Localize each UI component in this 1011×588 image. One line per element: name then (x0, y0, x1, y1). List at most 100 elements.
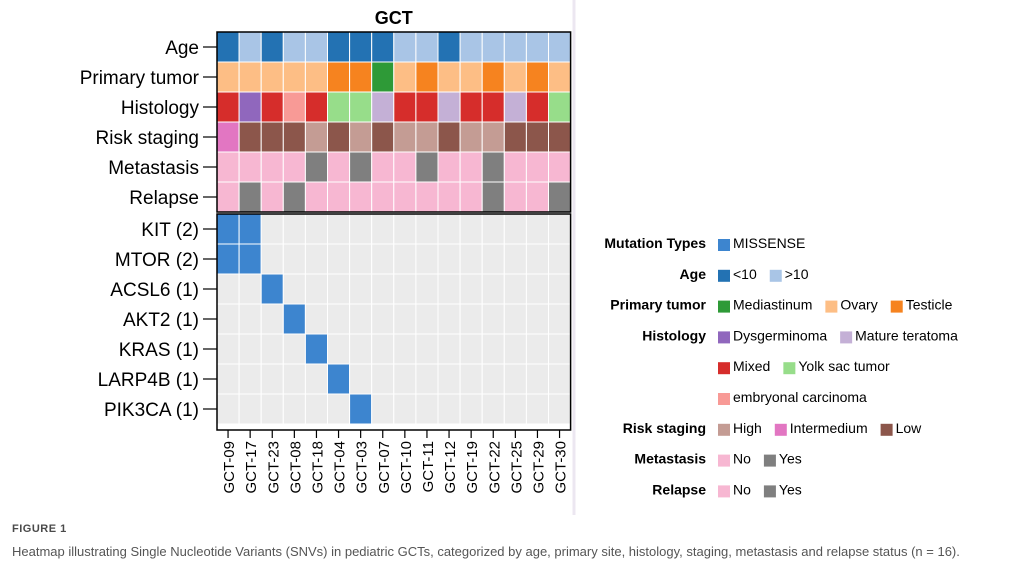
empty-cell-akt2-1-gct-04 (327, 303, 351, 335)
track-label-primary-tumor: Primary tumor (80, 68, 200, 89)
empty-cell-pik3ca-1-gct-22 (481, 393, 505, 425)
legend-label-mutation-types-missense: MISSENSE (733, 235, 805, 251)
annotation-cell-age-gct-19 (459, 31, 483, 63)
empty-cell-acsl6-1-gct-29 (525, 273, 550, 305)
gene-label-pik3ca-1: PIK3CA (1) (104, 400, 199, 421)
empty-cell-acsl6-1-gct-11 (415, 273, 439, 305)
empty-cell-mtor-2-gct-30 (548, 243, 572, 275)
empty-cell-pik3ca-1-gct-29 (525, 393, 550, 425)
chart-title: GCT (375, 8, 413, 28)
legend-swatch-row4-mixed (718, 362, 730, 375)
annotation-cell-metastasis-gct-22 (481, 151, 505, 183)
legend-swatch-metastasis-no (718, 454, 730, 467)
figure-label: FIGURE 1 (12, 523, 67, 535)
legend-label-metastasis-yes: Yes (779, 451, 802, 467)
annotation-cell-age-gct-03 (349, 31, 373, 63)
empty-cell-akt2-1-gct-12 (437, 303, 461, 335)
sample-label-gct-17: GCT-17 (243, 441, 260, 494)
empty-cell-acsl6-1-gct-08 (282, 273, 306, 305)
empty-cell-mtor-2-gct-03 (349, 243, 373, 275)
annotation-cell-relapse-gct-18 (304, 181, 328, 213)
gene-label-larp4b-1: LARP4B (1) (98, 370, 199, 391)
empty-cell-kras-1-gct-22 (481, 333, 505, 365)
annotation-cell-age-gct-18 (304, 31, 328, 63)
sample-label-gct-12: GCT-12 (442, 441, 459, 494)
track-label-risk-staging: Risk staging (96, 128, 200, 149)
empty-cell-kras-1-gct-12 (437, 333, 461, 365)
empty-cell-akt2-1-gct-11 (415, 303, 439, 335)
sample-label-gct-03: GCT-03 (354, 441, 371, 494)
mutation-cell-kras-1-gct-18 (304, 333, 328, 365)
legend-swatch-relapse-no (718, 485, 730, 498)
annotation-cell-histology-gct-22 (481, 91, 505, 123)
legend-swatch-row4-yolk-sac-tumor (783, 362, 796, 375)
annotation-cell-primary-tumor-gct-18 (304, 61, 328, 93)
empty-cell-kit-2-gct-30 (548, 213, 572, 245)
legend-title-metastasis: Metastasis (634, 451, 706, 467)
legend-label-relapse-no: No (733, 481, 751, 497)
empty-cell-akt2-1-gct-19 (459, 303, 483, 335)
mutation-cell-mtor-2-gct-17 (238, 243, 262, 275)
legend-label-risk-staging-intermedium: Intermedium (790, 420, 868, 436)
mutation-cell-acsl6-1-gct-23 (260, 273, 284, 305)
empty-cell-kras-1-gct-11 (415, 333, 439, 365)
empty-cell-acsl6-1-gct-07 (371, 273, 395, 305)
sample-label-gct-25: GCT-25 (508, 441, 525, 494)
empty-cell-kit-2-gct-07 (371, 213, 395, 245)
legend-label-relapse-yes: Yes (779, 481, 802, 497)
empty-cell-akt2-1-gct-22 (481, 303, 505, 335)
empty-cell-mtor-2-gct-22 (481, 243, 505, 275)
annotation-cell-risk-staging-gct-19 (459, 121, 483, 153)
annotation-cell-metastasis-gct-11 (415, 151, 439, 183)
legend-swatch-primary-tumor-testicle (890, 300, 903, 313)
empty-cell-kras-1-gct-23 (260, 333, 284, 365)
empty-cell-kit-2-gct-18 (304, 213, 328, 245)
annotation-cell-metastasis-gct-12 (437, 151, 461, 183)
track-label-relapse: Relapse (129, 188, 199, 209)
legend-swatch-mutation-types-missense (718, 239, 730, 251)
sample-label-gct-23: GCT-23 (265, 441, 282, 494)
annotation-cell-metastasis-gct-30 (548, 151, 572, 183)
annotation-cell-primary-tumor-gct-04 (327, 61, 351, 93)
sample-label-gct-18: GCT-18 (309, 441, 326, 494)
empty-cell-kras-1-gct-04 (327, 333, 351, 365)
annotation-cell-age-gct-22 (481, 31, 505, 63)
annotation-cell-primary-tumor-gct-30 (548, 61, 572, 93)
mutation-cell-kit-2-gct-17 (238, 213, 262, 245)
annotation-cell-metastasis-gct-09 (216, 151, 240, 183)
empty-cell-larp4b-1-gct-17 (238, 363, 262, 395)
empty-cell-mtor-2-gct-07 (371, 243, 395, 275)
track-label-histology: Histology (121, 98, 200, 119)
empty-cell-larp4b-1-gct-29 (525, 363, 550, 395)
annotation-cell-risk-staging-gct-29 (525, 121, 550, 153)
annotation-cell-histology-gct-08 (282, 91, 306, 123)
empty-cell-pik3ca-1-gct-11 (415, 393, 439, 425)
legend-label-risk-staging-high: High (733, 420, 762, 436)
annotation-cell-relapse-gct-19 (459, 181, 483, 213)
empty-cell-larp4b-1-gct-10 (393, 363, 417, 395)
empty-cell-pik3ca-1-gct-17 (238, 393, 262, 425)
annotation-cell-primary-tumor-gct-19 (459, 61, 483, 93)
legend-label-primary-tumor-mediastinum: Mediastinum (733, 297, 812, 313)
empty-cell-kras-1-gct-07 (371, 333, 395, 365)
annotation-cell-age-gct-25 (503, 31, 527, 63)
empty-cell-kit-2-gct-23 (260, 213, 284, 245)
annotation-cell-metastasis-gct-23 (260, 151, 284, 183)
annotation-cell-histology-gct-25 (503, 91, 527, 123)
empty-cell-akt2-1-gct-23 (260, 303, 284, 335)
empty-cell-larp4b-1-gct-03 (349, 363, 373, 395)
annotation-cell-metastasis-gct-08 (282, 151, 306, 183)
annotation-cell-age-gct-04 (327, 31, 351, 63)
legend-label-risk-staging-low: Low (896, 420, 923, 436)
empty-cell-pik3ca-1-gct-07 (371, 393, 395, 425)
annotation-cell-relapse-gct-29 (525, 181, 550, 213)
sample-label-gct-09: GCT-09 (221, 441, 238, 494)
legend-title-relapse: Relapse (652, 481, 706, 497)
empty-cell-pik3ca-1-gct-25 (503, 393, 527, 425)
empty-cell-akt2-1-gct-03 (349, 303, 373, 335)
empty-cell-larp4b-1-gct-07 (371, 363, 395, 395)
annotation-cell-relapse-gct-25 (503, 181, 527, 213)
annotation-cell-age-gct-17 (238, 31, 262, 63)
annotation-cell-metastasis-gct-25 (503, 151, 527, 183)
empty-cell-larp4b-1-gct-19 (459, 363, 483, 395)
